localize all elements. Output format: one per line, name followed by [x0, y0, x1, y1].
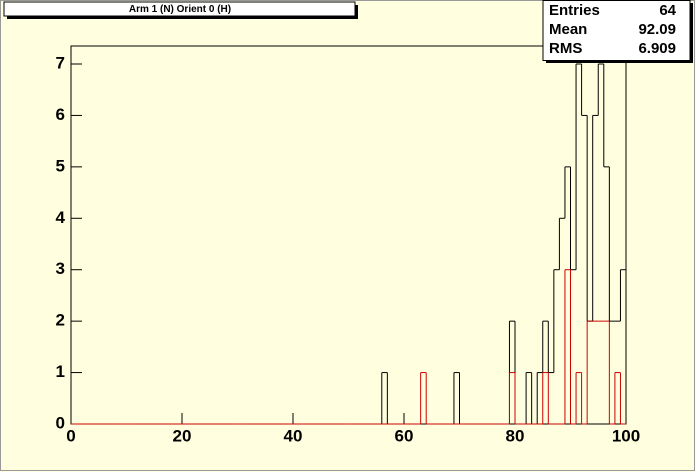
stats-label: RMS — [549, 40, 582, 57]
x-tick-label: 60 — [395, 426, 414, 445]
x-tick-label: 20 — [173, 426, 192, 445]
title-box — [3, 1, 356, 17]
y-tick-label: 6 — [56, 105, 65, 124]
y-tick-label: 1 — [56, 362, 65, 381]
x-tick-label: 0 — [66, 426, 75, 445]
x-tick-label: 40 — [284, 426, 303, 445]
stats-value: 92.09 — [638, 21, 676, 38]
y-tick-label: 2 — [56, 311, 65, 330]
stats-value: 64 — [659, 2, 676, 19]
x-tick-label: 80 — [506, 426, 525, 445]
y-tick-label: 4 — [56, 208, 66, 227]
chart-title: Arm 1 (N) Orient 0 (H) — [129, 4, 231, 15]
y-tick-label: 3 — [56, 259, 65, 278]
stats-box — [542, 0, 691, 61]
y-tick-label: 0 — [56, 413, 65, 432]
stats-label: Mean — [549, 21, 587, 38]
y-tick-label: 5 — [56, 156, 65, 175]
x-tick-label: 100 — [612, 426, 640, 445]
stats-label: Entries — [549, 2, 600, 19]
y-tick-label: 7 — [56, 53, 65, 72]
stats-value: 6.909 — [638, 40, 676, 57]
